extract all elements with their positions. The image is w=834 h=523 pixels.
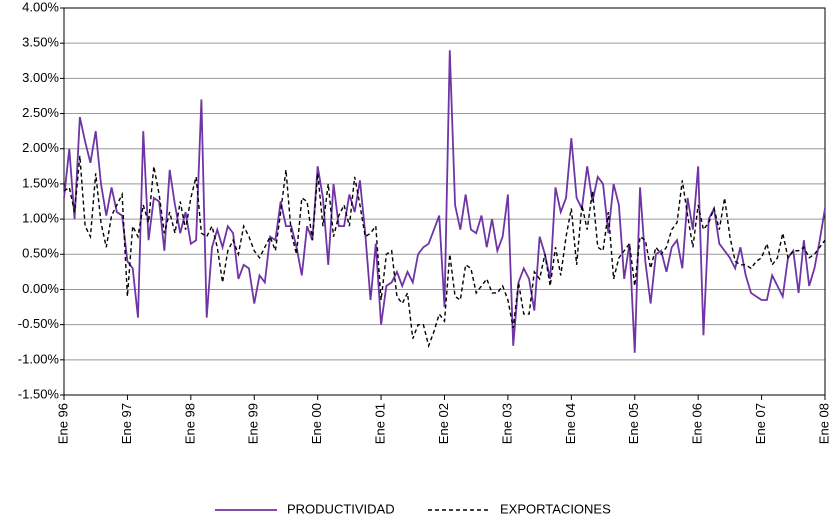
- y-tick-label: 4.00%: [22, 0, 59, 14]
- series-line: [63, 155, 826, 349]
- x-tick-label: Ene 07: [753, 403, 768, 444]
- y-tick-label: 2.50%: [22, 105, 59, 120]
- legend-label: PRODUCTIVIDAD: [287, 501, 395, 516]
- y-tick-label: 0.00%: [22, 281, 59, 296]
- x-tick-label: Ene 01: [373, 403, 388, 444]
- y-tick-label: 3.50%: [22, 35, 59, 50]
- y-tick-label: 0.50%: [22, 246, 59, 261]
- x-tick-label: Ene 97: [119, 403, 134, 444]
- x-tick-label: Ene 99: [246, 403, 261, 444]
- x-tick-label: Ene 98: [182, 403, 197, 444]
- y-tick-label: -1.50%: [18, 386, 60, 401]
- x-tick-label: Ene 00: [309, 403, 324, 444]
- x-tick-label: Ene 04: [563, 403, 578, 444]
- y-tick-label: -0.50%: [18, 316, 60, 331]
- series-line: [63, 50, 826, 353]
- x-tick-label: Ene 02: [436, 403, 451, 444]
- x-tick-label: Ene 06: [690, 403, 705, 444]
- y-tick-label: 3.00%: [22, 70, 59, 85]
- y-tick-label: 1.00%: [22, 211, 59, 226]
- x-tick-label: Ene 08: [816, 403, 831, 444]
- x-tick-label: Ene 05: [626, 403, 641, 444]
- plot-frame: [63, 7, 826, 396]
- x-tick-label: Ene 96: [55, 403, 70, 444]
- x-tick-label: Ene 03: [499, 403, 514, 444]
- legend-label: EXPORTACIONES: [500, 501, 611, 516]
- y-tick-label: 2.00%: [22, 140, 59, 155]
- y-tick-label: -1.00%: [18, 351, 60, 366]
- y-tick-label: 1.50%: [22, 175, 59, 190]
